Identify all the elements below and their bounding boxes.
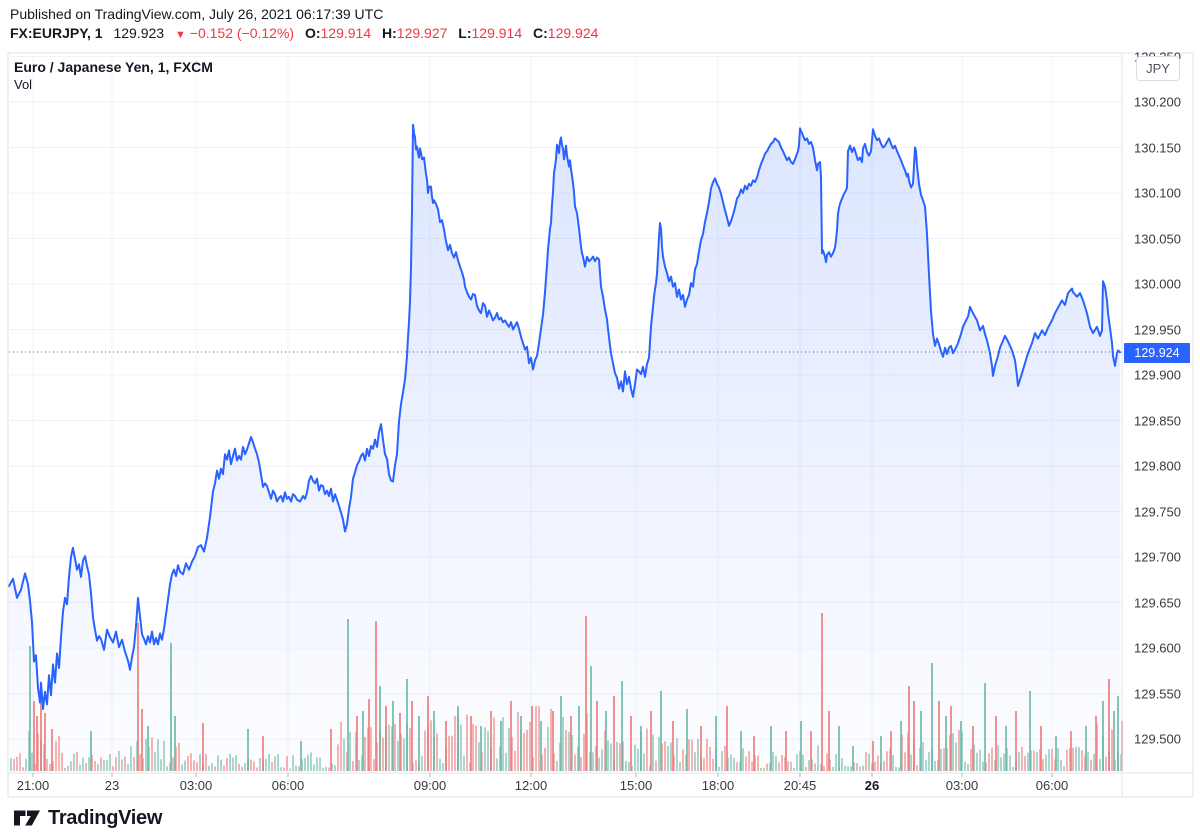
time-axis-label: 03:00: [179, 778, 213, 793]
volume-indicator-label[interactable]: Vol: [14, 77, 33, 92]
low-value: 129.914: [471, 25, 523, 41]
low-label: L:: [458, 25, 472, 41]
open-label: O:: [304, 25, 321, 41]
open-value: 129.914: [320, 25, 372, 41]
price-axis-label: 129.900: [1134, 367, 1181, 383]
price-axis-label: 130.050: [1134, 231, 1181, 246]
time-axis-label: 12:00: [514, 778, 548, 793]
time-axis-label: 21:00: [16, 778, 50, 793]
symbol-status-row: FX:EURJPY, 1 129.923 ▼ −0.152 (−0.12%) O…: [10, 25, 598, 41]
close-label: C:: [533, 25, 548, 41]
time-axis-label: 09:00: [413, 778, 447, 793]
high-value: 129.927: [396, 25, 448, 41]
price-axis-label: 129.700: [1134, 549, 1181, 565]
currency-badge[interactable]: JPY: [1136, 56, 1180, 81]
current-price-badge: 129.924: [1124, 343, 1190, 363]
chart-legend[interactable]: Euro / Japanese Yen, 1, FXCM Vol: [14, 59, 213, 94]
price-axis-label: 130.150: [1134, 140, 1181, 155]
price-axis-label: 129.750: [1134, 504, 1181, 519]
last-price: 129.923: [113, 25, 165, 41]
price-axis-label: 130.100: [1134, 185, 1181, 201]
tradingview-logo-icon: [14, 810, 40, 826]
time-axis-label: 23: [104, 778, 120, 793]
price-change: −0.152 (−0.12%): [189, 25, 295, 41]
price-axis-label: 129.550: [1134, 686, 1181, 701]
arrow-down-icon: ▼: [174, 29, 186, 41]
chart-title[interactable]: Euro / Japanese Yen, 1, FXCM: [14, 59, 213, 75]
time-axis-label: 06:00: [1035, 778, 1069, 793]
price-axis-label: 129.850: [1134, 413, 1181, 428]
time-axis-label: 06:00: [271, 778, 305, 793]
price-axis-label: 130.200: [1134, 94, 1181, 110]
tradingview-logo-text: TradingView: [48, 806, 163, 829]
symbol-interval[interactable]: FX:EURJPY, 1: [10, 25, 103, 41]
price-axis-label: 129.650: [1134, 595, 1181, 610]
time-axis-label: 26: [864, 778, 880, 793]
tradingview-logo[interactable]: TradingView: [14, 806, 162, 830]
price-axis-label: 130.000: [1134, 276, 1181, 292]
time-axis-label: 20:45: [783, 778, 817, 793]
price-axis-label: 129.500: [1134, 731, 1181, 747]
published-line: Published on TradingView.com, July 26, 2…: [10, 6, 384, 22]
close-value: 129.924: [547, 25, 599, 41]
time-axis-label: 18:00: [701, 778, 735, 793]
price-axis-label: 129.600: [1134, 640, 1181, 656]
price-axis-label: 129.800: [1134, 458, 1181, 474]
high-label: H:: [382, 25, 397, 41]
time-axis-label: 15:00: [619, 778, 653, 793]
time-axis-label: 03:00: [945, 778, 979, 793]
price-axis-label: 129.950: [1134, 322, 1181, 337]
